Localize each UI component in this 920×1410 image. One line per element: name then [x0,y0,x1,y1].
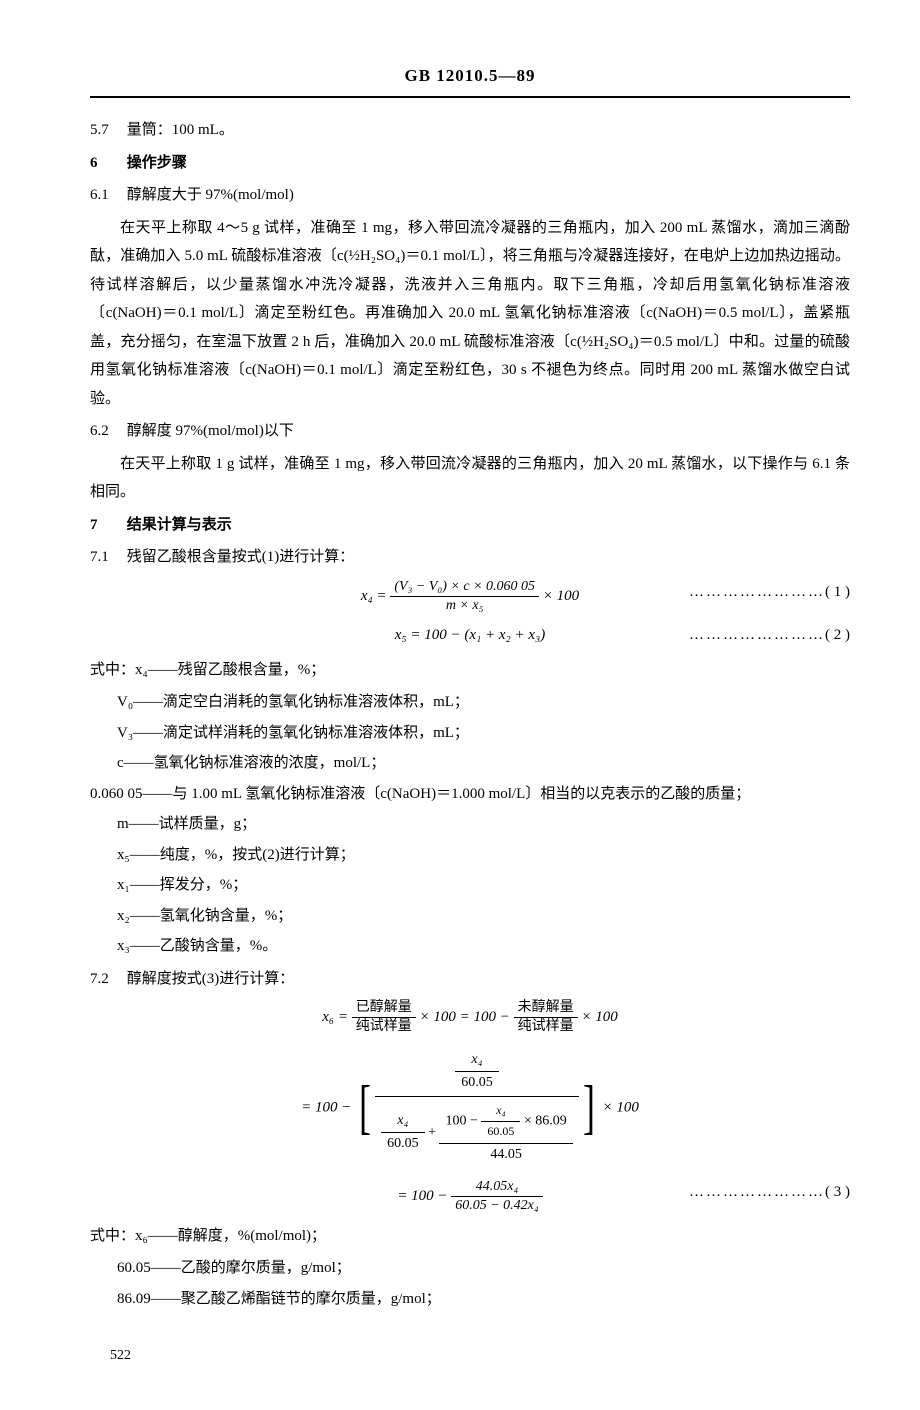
page-number: 522 [90,1343,850,1370]
sec-6-2-title: 醇解度 97%(mol/mol)以下 [127,423,294,439]
header-rule [90,96,850,98]
eq3-top-den: 60.05 [455,1072,499,1094]
eq3-number: ( 3 ) [825,1184,850,1200]
equation-1: x₄ = (V₃ − V₀) × c × 0.060 05 m × x₅ × 1… [90,578,850,615]
where-8609: 86.09——聚乙酸乙烯酯链节的摩尔质量，g/mol； [90,1285,850,1314]
eq3-mid: × 100 = 100 − [420,1009,510,1025]
eq3-bl-num: x₄ [381,1110,425,1133]
eq3-f2-num: 未醇解量 [514,999,578,1018]
where-x5: x₅——纯度，%，按式(2)进行计算； [90,841,850,870]
sec-5-7-text: 量筒：100 mL。 [127,122,234,138]
sec-5-7: 5.7 量筒：100 mL。 [90,116,850,145]
eq3-br-num: x₄ [481,1101,520,1122]
sec-7-title: 结果计算与表示 [127,517,232,533]
sec-7-2-title: 醇解度按式(3)进行计算： [127,971,295,987]
where-intro-1: 式中：x₄——残留乙酸根含量，%； [90,656,850,685]
eq1-number: ( 1 ) [825,584,850,600]
eq1-tail: × 100 [543,588,579,604]
eq3-tail1: × 100 [581,1009,617,1025]
sec-7-2-num: 7.2 [90,965,123,994]
where-intro-2: 式中：x₆——醇解度，%(mol/mol)； [90,1222,850,1251]
equation-3-line1: x₆ = 已醇解量 纯试样量 × 100 = 100 − 未醇解量 纯试样量 ×… [90,999,850,1036]
sec-6-num: 6 [90,149,123,178]
sec-5-7-num: 5.7 [90,116,123,145]
eq3-top-num: x₄ [455,1049,499,1072]
sec-6-2-body: 在天平上称取 1 g 试样，准确至 1 mg，移入带回流冷凝器的三角瓶内，加入 … [90,450,850,507]
sec-6-1-body: 在天平上称取 4～5 g 试样，准确至 1 mg，移入带回流冷凝器的三角瓶内，加… [90,214,850,414]
sec-6-1-num: 6.1 [90,181,123,210]
eq3-br-pre: 100 − [445,1113,477,1128]
where-V0: V₀——滴定空白消耗的氢氧化钠标准溶液体积，mL； [90,688,850,717]
sec-6-2-num: 6.2 [90,417,123,446]
sec-7-1-heading: 7.1 残留乙酸根含量按式(1)进行计算： [90,543,850,572]
where-c: c——氢氧化钠标准溶液的浓度，mol/L； [90,749,850,778]
eq2-number: ( 2 ) [825,627,850,643]
where-const: 0.060 05——与 1.00 mL 氢氧化钠标准溶液〔c(NaOH)＝1.0… [90,780,850,809]
where-m: m——试样质量，g； [90,810,850,839]
eq3-l3-num: 44.05x₄ [451,1178,543,1197]
where-x2: x₂——氢氧化钠含量，%； [90,902,850,931]
eq3-br-divisor: 44.05 [439,1144,572,1166]
sec-7-heading: 7 结果计算与表示 [90,511,850,540]
eq3-f2-den: 纯试样量 [514,1018,578,1036]
eq1-lhs: x₄ = [361,588,387,604]
eq2-text: x₅ = 100 − (x₁ + x₂ + x₃) [395,627,545,643]
equation-2: x₅ = 100 − (x₁ + x₂ + x₃) ……………………( 2 ) [90,621,850,650]
eq1-denominator: m × x₅ [390,597,539,615]
eq3-bl-den: 60.05 [381,1133,425,1155]
eq1-numerator: (V₃ − V₀) × c × 0.060 05 [390,578,539,597]
sec-7-1-title: 残留乙酸根含量按式(1)进行计算： [127,549,355,565]
sec-6-1-heading: 6.1 醇解度大于 97%(mol/mol) [90,181,850,210]
sec-7-2-heading: 7.2 醇解度按式(3)进行计算： [90,965,850,994]
sec-6-2-heading: 6.2 醇解度 97%(mol/mol)以下 [90,417,850,446]
eq3-f1-den: 纯试样量 [352,1018,416,1036]
eq3-l3-pre: = 100 − [397,1188,447,1204]
where-V3: V₃——滴定试样消耗的氢氧化钠标准溶液体积，mL； [90,719,850,748]
equation-3-line3: = 100 − 44.05x₄ 60.05 − 0.42x₄ ……………………(… [90,1178,850,1215]
eq3-br-den: 60.05 [481,1122,520,1142]
sec-7-1-num: 7.1 [90,543,123,572]
sec-6-1-title: 醇解度大于 97%(mol/mol) [127,187,294,203]
eq3-l2-pre: = 100 − [301,1099,351,1115]
where-x3: x₃——乙酸钠含量，%。 [90,932,850,961]
equation-3-line2: = 100 − [ x₄ 60.05 x₄ 60.05 + 100 − [90,1047,850,1169]
standard-number: GB 12010.5—89 [90,60,850,92]
sec-6-heading: 6 操作步骤 [90,149,850,178]
eq3-lhs: x₆ = [322,1009,348,1025]
where-6005: 60.05——乙酸的摩尔质量，g/mol； [90,1254,850,1283]
where-x1: x₁——挥发分，%； [90,871,850,900]
eq3-l3-den: 60.05 − 0.42x₄ [451,1197,543,1215]
eq3-tail2: × 100 [603,1099,639,1115]
sec-6-title: 操作步骤 [127,155,187,171]
eq3-br-mul: × 86.09 [524,1113,567,1128]
eq3-f1-num: 已醇解量 [352,999,416,1018]
sec-7-num: 7 [90,511,123,540]
